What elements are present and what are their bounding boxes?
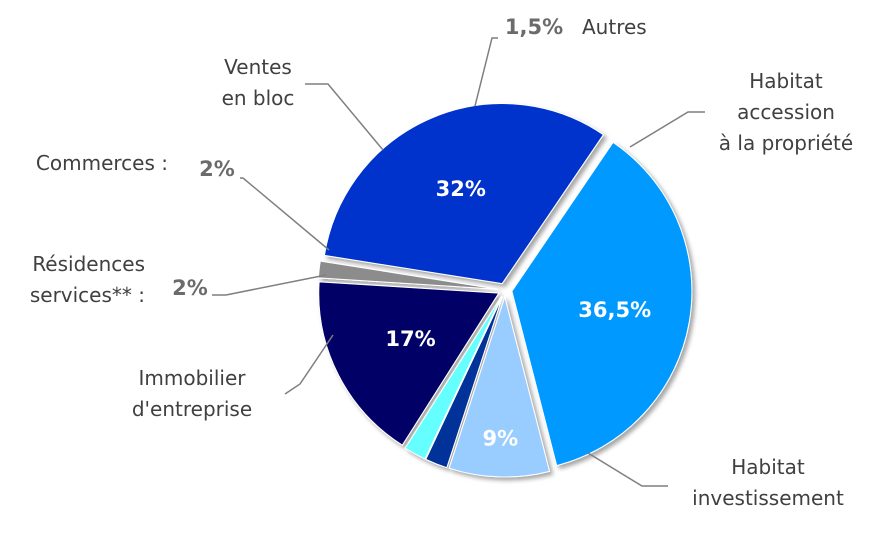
- leader-line: [284, 334, 334, 395]
- slice-value-label: 2%: [172, 276, 208, 300]
- slice-category-label: Commerces :: [36, 151, 168, 175]
- slice-category-label: Habitat investissement: [692, 455, 844, 510]
- pie-slice-1: [323, 103, 605, 285]
- slice-category-label: Immobilier d'entreprise: [132, 366, 252, 421]
- leader-line: [629, 111, 705, 148]
- slice-value-label: 36,5%: [578, 298, 651, 322]
- leader-line: [587, 452, 668, 487]
- slice-value-label: 2%: [199, 157, 235, 181]
- pie-slice-6: [318, 281, 500, 446]
- slice-value-label: 17%: [385, 327, 435, 351]
- leader-line: [305, 83, 384, 151]
- slice-category-label: Résidences services** :: [30, 252, 145, 307]
- leader-line: [474, 37, 498, 107]
- pie-slice-3: [448, 295, 551, 478]
- pie-slice-4: [425, 296, 503, 469]
- slice-value-label: 1,5%: [505, 15, 563, 39]
- pie-slice-5: [404, 295, 503, 460]
- slice-value-label: 32%: [436, 177, 486, 201]
- leader-line: [212, 274, 327, 296]
- slice-category-label: Ventes en bloc: [222, 55, 295, 110]
- slice-category-label: Habitat accession à la propriété: [719, 69, 853, 155]
- pie-slice-2: [511, 141, 693, 467]
- pie-slice-7: [317, 260, 499, 290]
- slice-value-label: 9%: [483, 426, 519, 450]
- slice-category-label: Autres: [582, 15, 647, 39]
- leader-line: [240, 177, 330, 251]
